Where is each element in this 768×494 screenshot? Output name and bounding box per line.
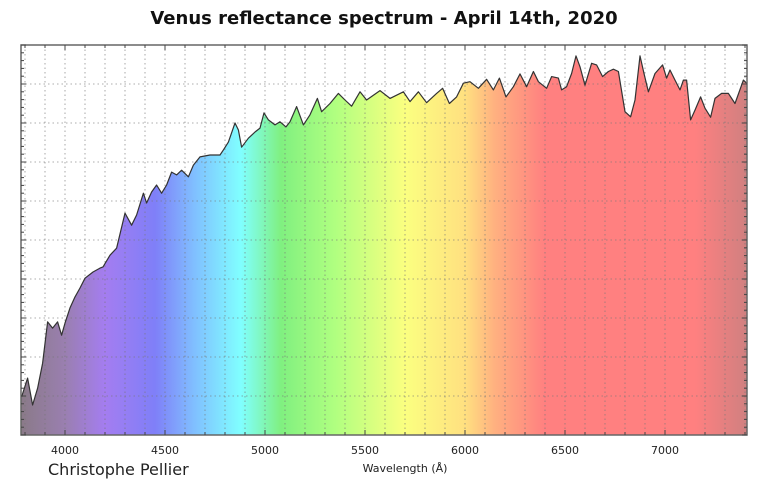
x-tick-label: 5500 <box>351 444 379 457</box>
author-credit: Christophe Pellier <box>48 460 189 479</box>
x-axis-label: Wavelength (Å) <box>363 462 448 475</box>
x-tick-label: 5000 <box>251 444 279 457</box>
spectrum-fill-area <box>21 55 747 436</box>
x-tick-label: 6000 <box>451 444 479 457</box>
x-tick-label: 6500 <box>551 444 579 457</box>
x-tick-label: 4000 <box>51 444 79 457</box>
x-tick-label: 4500 <box>151 444 179 457</box>
chart-title: Venus reflectance spectrum - April 14th,… <box>150 8 618 29</box>
x-tick-label: 7000 <box>651 444 679 457</box>
spectrum-line <box>21 55 748 406</box>
